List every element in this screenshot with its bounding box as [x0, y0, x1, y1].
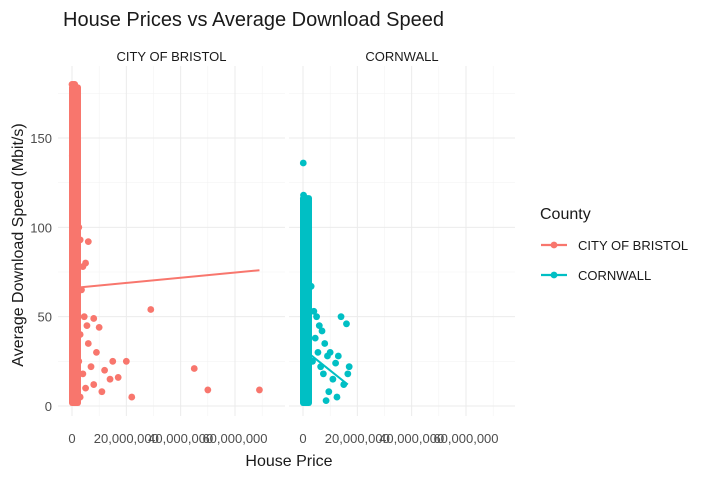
x-tick-label: 60,000,000 [202, 431, 267, 446]
data-point [82, 259, 89, 267]
data-point [325, 388, 333, 396]
y-tick-label: 0 [45, 399, 52, 414]
data-point [204, 386, 212, 394]
facet-label: CITY OF BRISTOL [116, 49, 226, 64]
data-point [344, 370, 352, 378]
data-point [299, 159, 307, 167]
data-point [329, 375, 337, 383]
data-point [310, 307, 318, 315]
y-tick-label: 150 [30, 131, 52, 146]
x-tick-label: 40,000,000 [379, 431, 444, 446]
data-point [109, 357, 117, 365]
data-point-cluster [69, 84, 81, 407]
data-point [83, 322, 91, 329]
facet-label: CORNWALL [365, 49, 438, 64]
data-point [93, 349, 100, 356]
data-point [311, 334, 319, 342]
data-point [84, 238, 92, 246]
facet-panel: CITY OF BRISTOL 0 20,000,00040,000,00060,0… [58, 49, 285, 446]
y-tick-label: 50 [38, 310, 52, 325]
y-tick-label: 100 [30, 220, 52, 235]
legend-item: CITY OF BRISTOL [541, 238, 688, 253]
data-point [79, 370, 87, 378]
data-point [332, 359, 339, 367]
data-point [319, 370, 327, 378]
data-point [98, 388, 106, 396]
legend-title: County [540, 206, 591, 223]
data-point [84, 340, 92, 347]
data-point [314, 349, 322, 356]
trend-line [302, 348, 349, 386]
x-tick-label: 0 [68, 431, 75, 446]
x-tick-label: 40,000,000 [148, 431, 213, 446]
data-point [106, 375, 114, 383]
data-point [334, 352, 342, 360]
trend-line [71, 269, 260, 290]
legend-key-point [550, 241, 558, 249]
legend-label: CORNWALL [578, 268, 651, 283]
data-point [333, 393, 341, 401]
legend-key-point [550, 271, 558, 279]
data-point [345, 363, 353, 371]
data-point [318, 327, 326, 335]
legend: County CITY OF BRISTOL CORNWALL [540, 206, 688, 283]
x-axis-label: House Price [245, 453, 332, 470]
legend-label: CITY OF BRISTOL [578, 238, 688, 253]
data-point [326, 349, 334, 356]
data-point [190, 365, 198, 372]
data-point [87, 363, 95, 371]
data-point [147, 306, 155, 313]
data-point [343, 320, 350, 328]
data-point [322, 397, 330, 405]
data-point [321, 340, 329, 347]
data-point [114, 374, 122, 381]
x-tick-label: 60,000,000 [433, 431, 498, 446]
data-point [101, 366, 108, 374]
x-tick-label: 20,000,000 [94, 431, 159, 446]
data-point [95, 323, 103, 331]
data-point [122, 357, 130, 365]
data-point [90, 315, 98, 322]
data-point [80, 313, 88, 321]
data-point [256, 386, 263, 394]
data-point [128, 393, 136, 401]
x-tick-label: 0 [299, 431, 306, 446]
legend-item: CORNWALL [541, 268, 651, 283]
x-tick-label: 20,000,000 [325, 431, 390, 446]
data-point [82, 384, 89, 392]
data-point [337, 313, 345, 321]
data-point [90, 381, 98, 388]
data-point [313, 313, 320, 321]
y-axis-label: Average Download Speed (Mbit/s) [10, 123, 27, 366]
data-point [315, 322, 323, 329]
chart-title: House Prices vs Average Download Speed [63, 9, 444, 31]
data-point-cluster [300, 195, 312, 406]
